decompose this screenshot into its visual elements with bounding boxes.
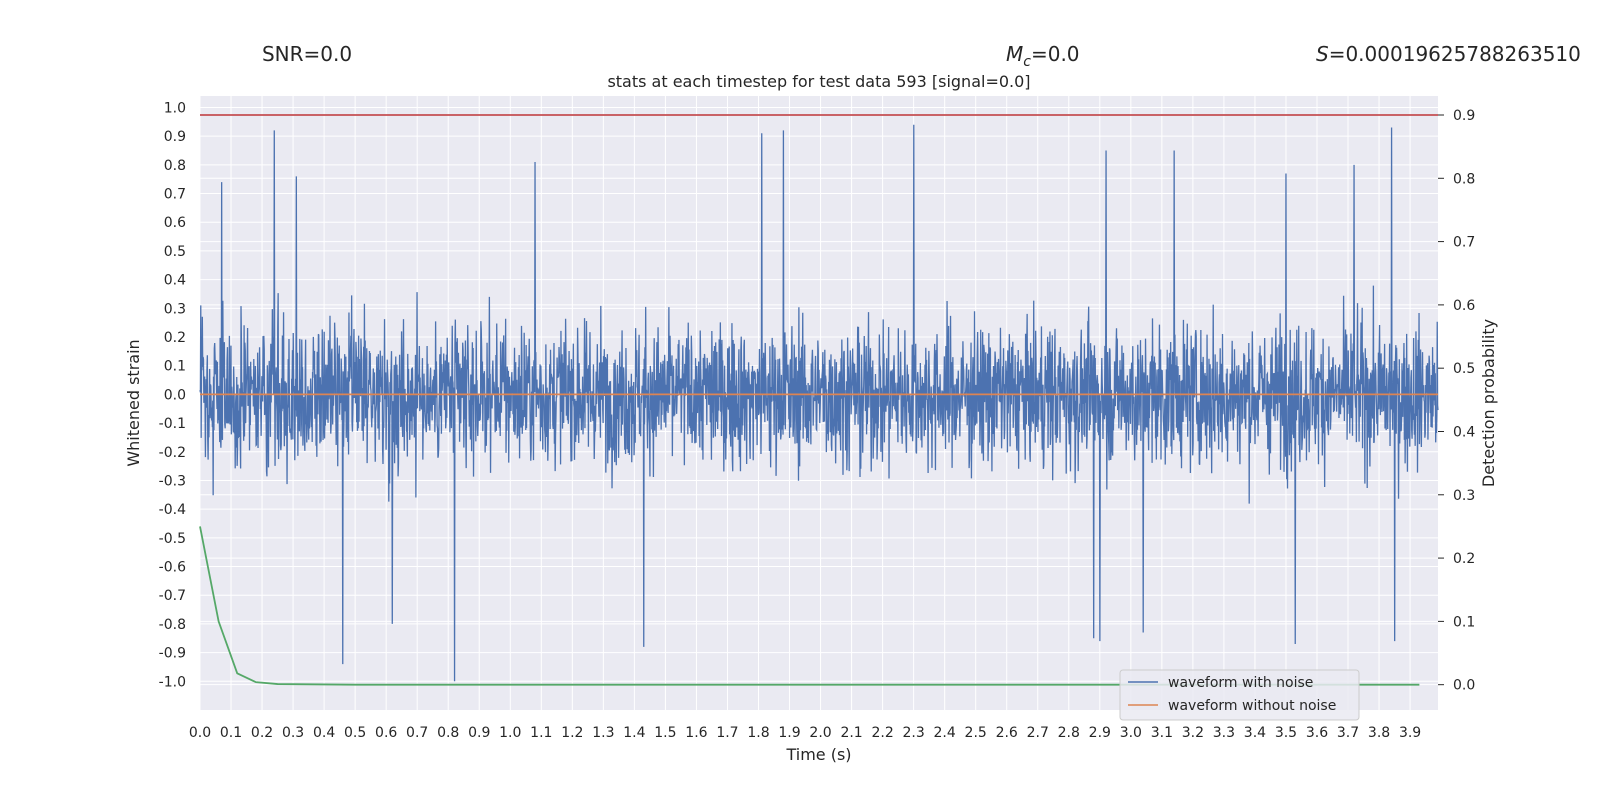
mc-value: =0.0 [1031,42,1080,66]
y-tick-label: -0.7 [159,588,186,604]
mc-subscript: c [1023,54,1031,70]
x-tick-label: 1.2 [561,725,583,741]
x-tick-label: 2.7 [1027,725,1049,741]
x-tick-label: 0.8 [437,725,459,741]
y2-tick-label: 0.5 [1453,361,1475,377]
y-tick-label: -1.0 [159,674,186,690]
x-tick-label: 2.2 [871,725,893,741]
y2-tick-label: 0.8 [1453,171,1475,187]
x-tick-label: 2.6 [996,725,1018,741]
x-tick-label: 0.5 [344,725,366,741]
x-tick-label: 1.7 [716,725,738,741]
x-tick-label: 0.3 [282,725,304,741]
y-axis-label: Whitened strain [124,339,143,466]
x-tick-label: 2.3 [903,725,925,741]
y-tick-label: 0.7 [164,187,186,203]
x-tick-label: 1.6 [685,725,707,741]
x-tick-label: 3.3 [1213,725,1235,741]
snr-label: SNR=0.0 [262,42,352,66]
y-tick-label: 0.8 [164,158,186,174]
y2-tick-labels: 0.0 0.1 0.2 0.3 0.4 0.5 0.6 0.7 0.8 0.9 [1438,108,1475,694]
mc-label: Mc=0.0 [1006,42,1080,70]
x-tick-label: 3.6 [1306,725,1328,741]
x-tick-label: 1.8 [747,725,769,741]
y2-tick-label: 0.6 [1453,298,1475,314]
y-tick-label: 0.0 [164,387,186,403]
legend-label-waveform-with-noise: waveform with noise [1168,675,1313,691]
y2-tick-label: 0.1 [1453,614,1475,630]
y-tick-label: -0.1 [159,416,186,432]
x-tick-label: 2.8 [1058,725,1080,741]
waveform-with-noise-line [199,124,1439,682]
x-tick-label: 0.6 [375,725,397,741]
x-axis-label: Time (s) [785,745,851,764]
y2-tick-label: 0.2 [1453,551,1475,567]
y-tick-label: 0.6 [164,215,186,231]
y2-tick-label: 0.3 [1453,488,1475,504]
x-tick-label: 1.1 [530,725,552,741]
series-waveform-with-noise [199,124,1439,682]
x-tick-label: 1.0 [499,725,521,741]
x-tick-label: 3.1 [1151,725,1173,741]
x-tick-label: 0.2 [251,725,273,741]
y2-tick-label: 0.9 [1453,108,1475,124]
x-tick-label: 1.5 [654,725,676,741]
y-tick-label: 0.3 [164,301,186,317]
x-tick-label: 3.4 [1244,725,1266,741]
y-tick-label: -0.6 [159,560,186,576]
mc-symbol: M [1006,42,1023,66]
y2-tick-label: 0.7 [1453,235,1475,251]
y-tick-labels: -1.0 -0.9 -0.8 -0.7 -0.6 -0.5 -0.4 -0.3 -0.2 -0.1… [159,100,186,690]
x-tick-label: 0.9 [468,725,490,741]
x-tick-label: 1.9 [778,725,800,741]
y2-tick-label: 0.0 [1453,678,1475,694]
x-tick-label: 3.9 [1399,725,1421,741]
y2-tick-label: 0.4 [1453,424,1475,440]
x-tick-label: 0.7 [406,725,428,741]
x-tick-label: 0.4 [313,725,335,741]
y-tick-label: -0.9 [159,646,186,662]
x-tick-label: 1.4 [623,725,645,741]
s-value: =0.00019625788263510 [1329,42,1581,66]
x-tick-label: 3.0 [1120,725,1142,741]
x-tick-label: 2.5 [965,725,987,741]
y-tick-label: 1.0 [164,100,186,116]
legend: waveform with noise waveform without noi… [1119,669,1360,721]
s-symbol: S [1316,42,1329,66]
y-tick-label: 0.9 [164,129,186,145]
chart-title: stats at each timestep for test data 593… [607,72,1030,91]
x-tick-label: 3.7 [1337,725,1359,741]
y-tick-label: -0.8 [159,617,186,633]
y-tick-label: -0.5 [159,531,186,547]
s-label: S=0.00019625788263510 [1316,42,1581,66]
x-tick-labels: 0.0 0.1 0.2 0.3 0.4 0.5 0.6 0.7 0.8 0.9 1.0 1.1 1.2 1… [189,725,1421,741]
y-tick-label: 0.2 [164,330,186,346]
y-tick-label: -0.2 [159,445,186,461]
y2-axis-label: Detection probability [1479,319,1498,487]
x-tick-label: 3.5 [1275,725,1297,741]
y-tick-label: -0.3 [159,473,186,489]
x-tick-label: 2.0 [809,725,831,741]
legend-label-waveform-without-noise: waveform without noise [1168,698,1336,714]
x-tick-label: 3.8 [1368,725,1390,741]
x-tick-label: 3.2 [1182,725,1204,741]
y-tick-label: 0.5 [164,244,186,260]
x-tick-label: 0.0 [189,725,211,741]
y-tick-label: 0.1 [164,359,186,375]
x-tick-label: 2.9 [1089,725,1111,741]
y-tick-label: 0.4 [164,273,186,289]
x-tick-label: 2.4 [934,725,956,741]
legend-box [1119,669,1360,721]
y-tick-label: -0.4 [159,502,186,518]
detection-probability-line [199,526,1420,686]
series-lines [199,114,1438,686]
x-tick-label: 0.1 [220,725,242,741]
x-tick-label: 1.3 [592,725,614,741]
x-tick-label: 2.1 [840,725,862,741]
